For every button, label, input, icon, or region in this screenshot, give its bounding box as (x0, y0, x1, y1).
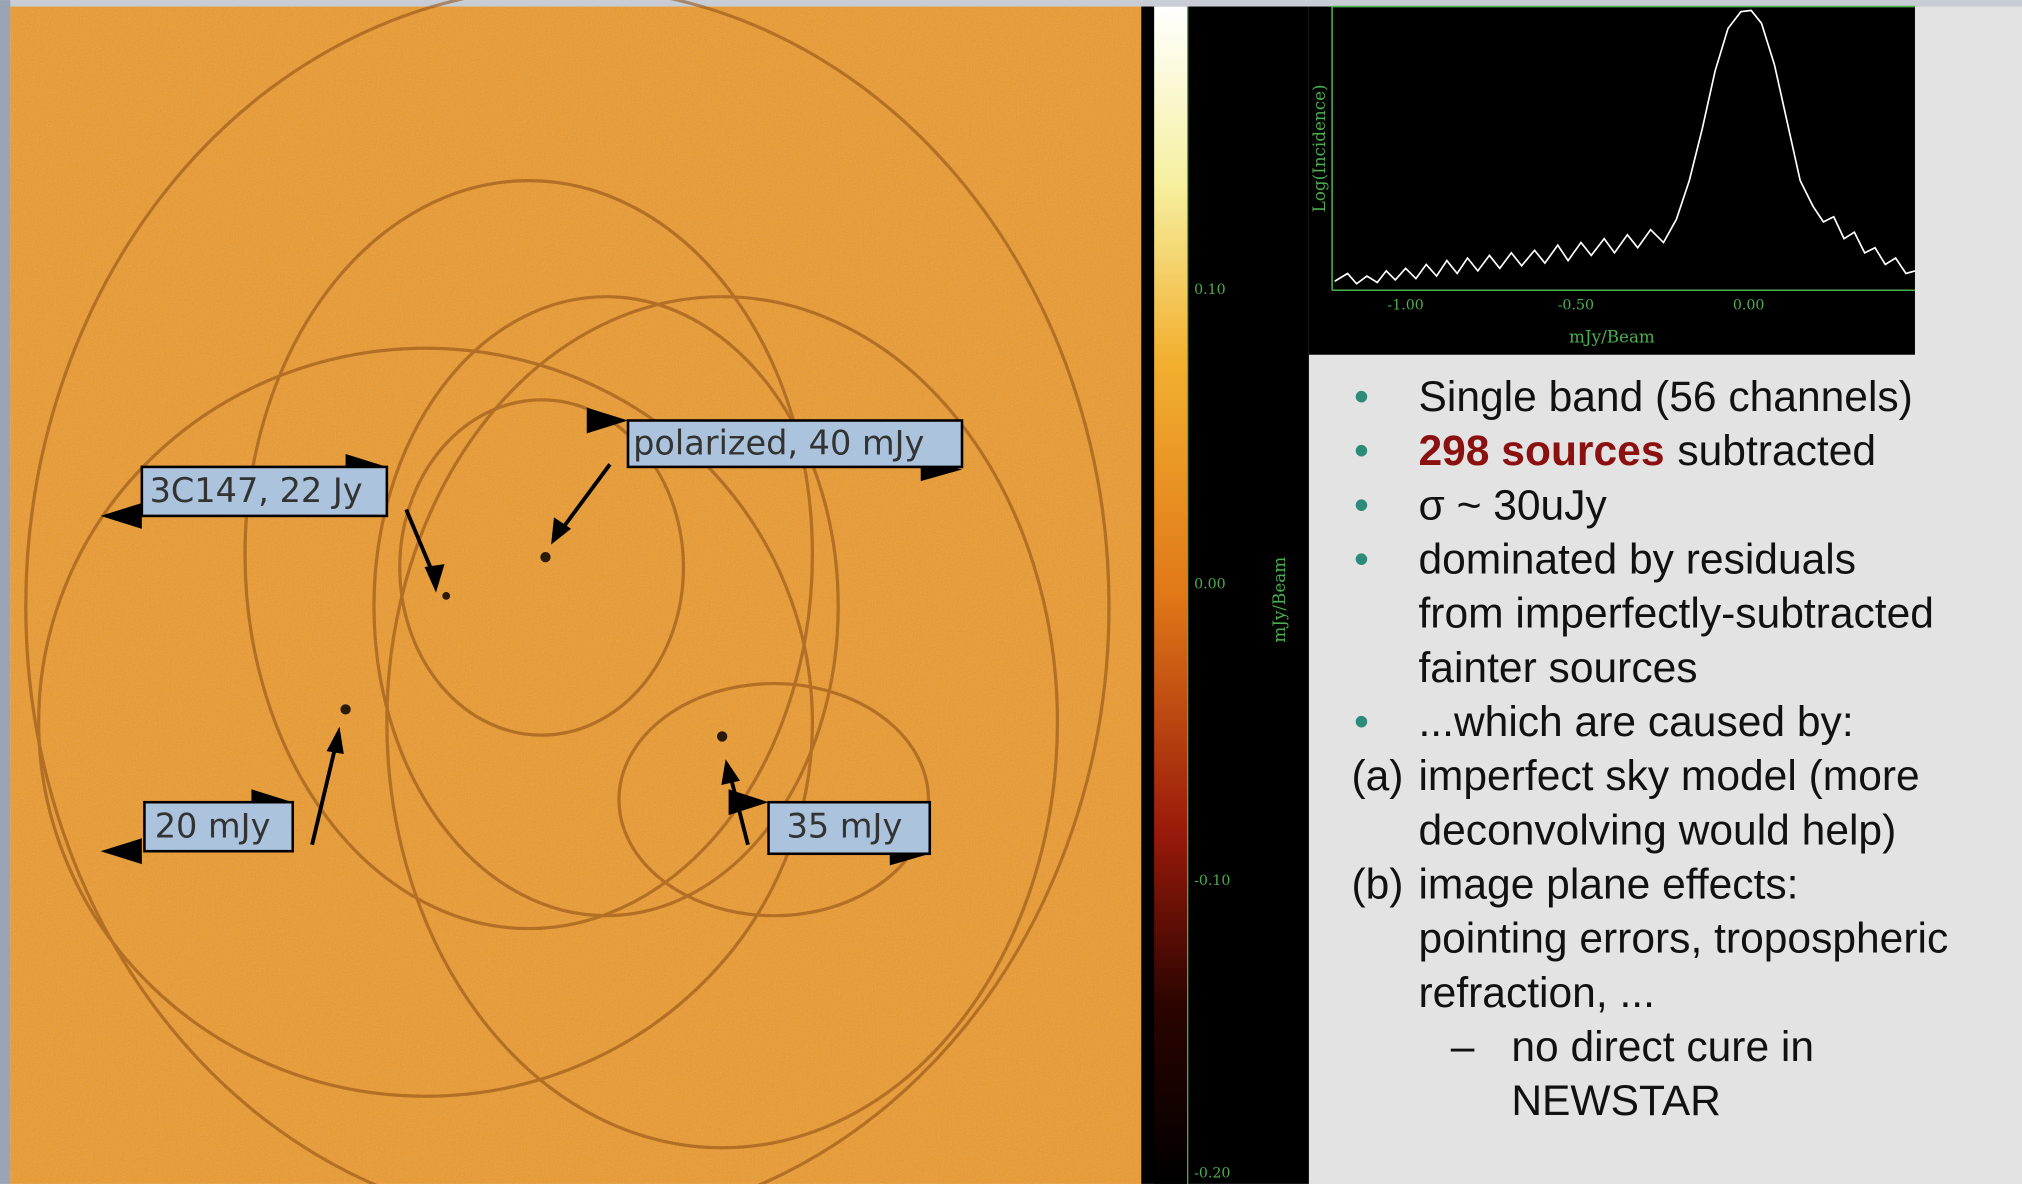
bullet-text: image plane effects: (1418, 861, 1798, 909)
bullet-text: ...which are caused by: (1418, 698, 1853, 746)
colorbar-tick-label: -0.20 (1194, 1166, 1230, 1182)
histogram-tick-label: 0.00 (1733, 298, 1765, 314)
histogram-tick-label: -0.50 (1558, 298, 1594, 314)
bullet-text: fainter sources (1418, 644, 1697, 692)
bullet-marker: • (1354, 481, 1369, 529)
colorbar-tick-label: -0.10 (1194, 873, 1230, 889)
colorbar-tick-label: 0.10 (1194, 282, 1226, 298)
bullet-text: NEWSTAR (1511, 1077, 1721, 1125)
annotation-label: polarized, 40 mJy (633, 423, 924, 462)
annotation-label: 35 mJy (787, 806, 903, 845)
left-strip (0, 0, 10, 1184)
bullet-text: Single band (56 channels) (1418, 373, 1912, 421)
histogram-tick-label: -1.00 (1387, 298, 1423, 314)
slide: 0.10 0.00 -0.10 -0.20 mJy/Beam -1.00 -0.… (0, 0, 2022, 1184)
bullet-text: refraction, ... (1418, 969, 1654, 1017)
sky-image (10, 0, 1141, 1184)
colorbar-label: mJy/Beam (1269, 557, 1289, 643)
histogram-y-label: Log(Incidence) (1309, 84, 1329, 212)
bullet-text: no direct cure in (1511, 1023, 1814, 1071)
bullet-text: deconvolving would help) (1418, 806, 1896, 854)
bullet-text: pointing errors, tropospheric (1418, 915, 1948, 963)
bullet-marker: – (1451, 1023, 1475, 1071)
bullet-text: σ ~ 30uJy (1418, 481, 1607, 529)
colorbar-tick-label: 0.00 (1194, 576, 1226, 592)
histogram-x-label: mJy/Beam (1569, 326, 1655, 346)
bullet-bold: 298 sources (1418, 427, 1664, 475)
bullet-text: dominated by residuals (1418, 536, 1856, 584)
annotation-label: 3C147, 22 Jy (150, 471, 363, 510)
bullet-marker: (a) (1351, 752, 1403, 800)
bullet-text: from imperfectly-subtracted (1418, 590, 1933, 638)
bullet-marker: • (1354, 698, 1369, 746)
bullet-marker: • (1354, 536, 1369, 584)
bullet-text-part: subtracted (1677, 427, 1876, 475)
bullet-text: imperfect sky model (more (1418, 752, 1919, 800)
bullet-marker: • (1354, 373, 1369, 421)
annotation-label: 20 mJy (155, 806, 271, 845)
colorbar (1154, 7, 1188, 1184)
page: 0.10 0.00 -0.10 -0.20 mJy/Beam -1.00 -0.… (0, 0, 2022, 1184)
top-strip (0, 0, 2022, 6)
bullet-text: 298 sources subtracted (1418, 427, 1876, 475)
bullet-marker: • (1354, 427, 1369, 475)
bullet-marker: (b) (1351, 861, 1403, 909)
